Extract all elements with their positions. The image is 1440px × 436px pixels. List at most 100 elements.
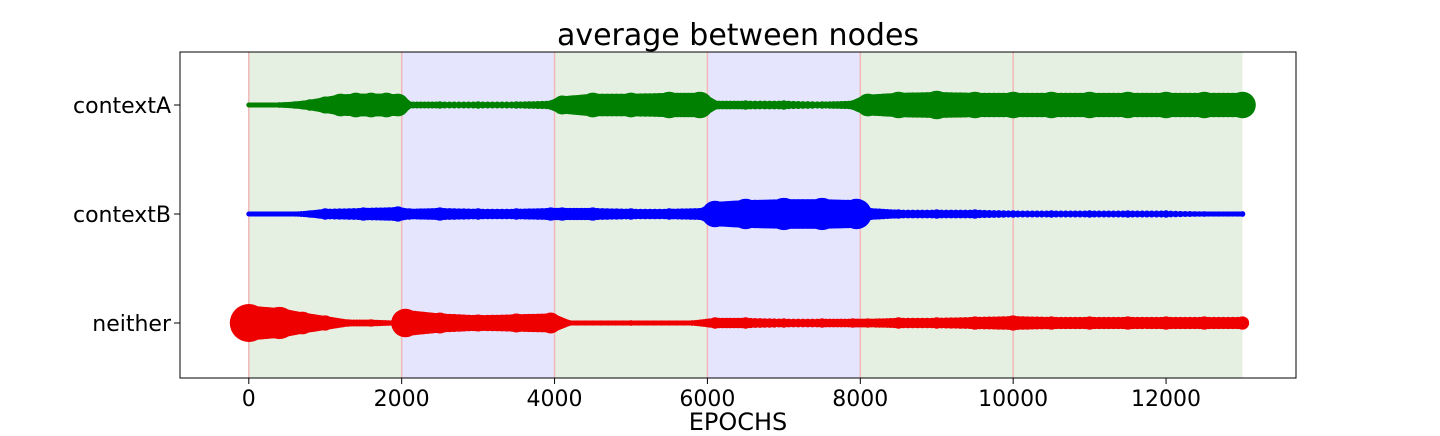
data-point <box>1100 210 1108 218</box>
data-point <box>450 101 458 109</box>
data-point <box>484 101 492 109</box>
data-point <box>1162 210 1170 218</box>
data-point <box>636 320 642 326</box>
data-point <box>271 212 275 216</box>
data-point <box>1071 210 1079 218</box>
y-tick-label: contextB <box>73 203 171 228</box>
data-point <box>1230 211 1236 217</box>
data-point <box>613 320 619 326</box>
x-tick-label: 6000 <box>679 387 735 412</box>
data-point <box>1153 210 1160 218</box>
data-point <box>1024 210 1032 218</box>
data-point <box>566 320 573 326</box>
x-tick-label: 8000 <box>832 387 888 412</box>
data-point <box>1033 210 1041 218</box>
data-point <box>262 103 266 107</box>
x-tick-label: 2000 <box>374 387 430 412</box>
data-point <box>1172 210 1179 218</box>
data-point <box>1038 210 1046 218</box>
data-point <box>590 320 596 326</box>
data-point <box>266 212 270 216</box>
data-point <box>1186 211 1193 217</box>
data-point <box>1062 210 1070 218</box>
data-point <box>252 212 256 216</box>
data-point <box>1191 211 1198 217</box>
data-point <box>1206 211 1212 217</box>
data-point <box>1239 211 1246 217</box>
data-point <box>465 101 473 109</box>
data-point <box>455 101 463 109</box>
data-point <box>582 320 588 326</box>
data-point <box>1052 210 1060 218</box>
data-point <box>256 212 260 216</box>
data-point <box>1196 211 1203 217</box>
data-point <box>1182 210 1189 218</box>
data-point <box>1076 210 1084 218</box>
data-point <box>273 102 278 108</box>
data-point <box>1229 91 1256 119</box>
data-point <box>643 320 649 326</box>
data-point <box>666 320 672 326</box>
data-point <box>258 103 262 107</box>
data-point <box>254 103 258 107</box>
data-point <box>1067 210 1075 218</box>
data-point <box>503 101 511 109</box>
data-point <box>658 320 665 326</box>
data-point <box>1143 210 1151 218</box>
data-point <box>1235 211 1241 217</box>
data-point <box>247 103 251 107</box>
data-point <box>1138 210 1146 218</box>
data-point <box>275 212 280 216</box>
data-point <box>1220 211 1227 217</box>
plot-frame <box>179 51 1297 379</box>
data-point <box>1215 211 1222 217</box>
y-tick-label: neither <box>92 312 172 337</box>
series-layer <box>229 90 1256 342</box>
data-point <box>674 320 680 326</box>
data-point <box>628 320 634 326</box>
data-point <box>445 101 453 109</box>
data-point <box>597 320 604 326</box>
data-point <box>574 320 581 326</box>
data-point <box>605 320 611 326</box>
data-point <box>265 103 270 107</box>
data-point <box>269 102 274 108</box>
x-axis-label: EPOCHS <box>689 408 788 432</box>
data-point <box>247 212 251 216</box>
data-point <box>1211 211 1217 217</box>
data-point <box>493 101 501 109</box>
x-tick-label: 12000 <box>1131 387 1201 412</box>
data-point <box>1090 210 1098 218</box>
data-point <box>1110 210 1117 218</box>
data-point <box>479 101 487 109</box>
data-point <box>1148 210 1156 218</box>
data-point <box>1019 210 1027 218</box>
data-point <box>460 101 468 109</box>
data-point <box>681 320 688 326</box>
data-point <box>1114 210 1122 218</box>
data-point <box>1028 210 1036 218</box>
data-point <box>1057 210 1065 218</box>
data-point <box>441 101 449 109</box>
x-tick-label: 10000 <box>978 387 1048 412</box>
x-tick-label: 4000 <box>527 387 583 412</box>
chart-title: average between nodes <box>557 18 919 53</box>
data-point <box>1167 210 1175 218</box>
data-point <box>498 101 506 109</box>
data-point <box>1235 316 1250 330</box>
data-point <box>1133 210 1141 218</box>
y-tick-label: contextA <box>73 94 171 119</box>
data-point <box>251 103 255 107</box>
data-point <box>261 212 265 216</box>
data-point <box>1105 210 1113 218</box>
data-point <box>1177 210 1184 218</box>
data-point <box>1095 210 1103 218</box>
series-contextA <box>246 90 1256 120</box>
x-axis: 0 2000 4000 6000 8000 10000 12000 <box>242 378 1201 412</box>
data-point <box>620 320 626 326</box>
data-point <box>280 212 285 216</box>
x-tick-label: 0 <box>242 387 256 412</box>
series-neither <box>229 304 1250 342</box>
y-axis: contextA contextB neither <box>73 94 180 337</box>
